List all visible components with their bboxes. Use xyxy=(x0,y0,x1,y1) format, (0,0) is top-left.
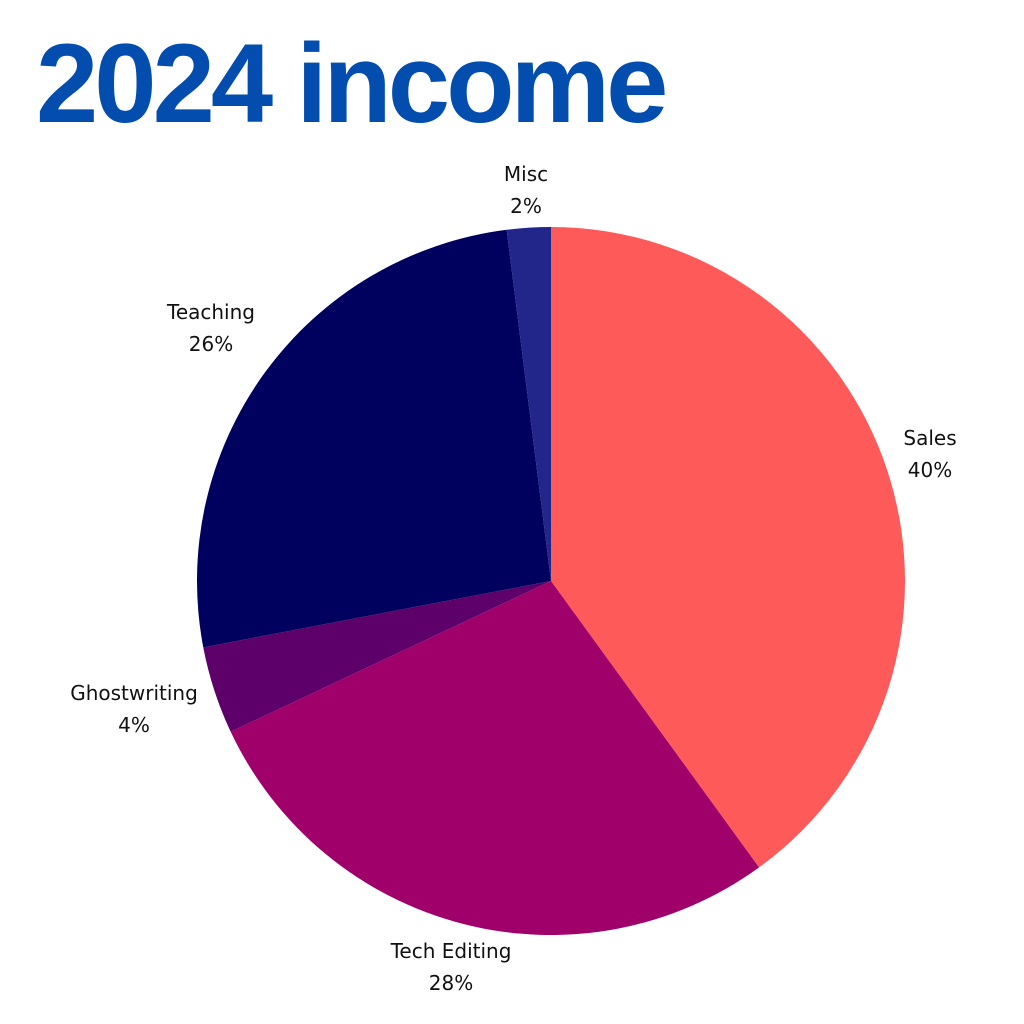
slice-label: Misc xyxy=(504,162,548,186)
slice-percent-label: 40% xyxy=(908,458,952,482)
slice-percent-label: 4% xyxy=(118,713,150,737)
pie-slice-teaching xyxy=(196,229,551,648)
chart-title: 2024 income xyxy=(36,21,668,146)
slice-percent-label: 2% xyxy=(510,194,542,218)
slice-percent-label: 28% xyxy=(429,971,473,995)
pie-slice-ghostwriting xyxy=(203,581,551,732)
slice-label: Tech Editing xyxy=(390,939,512,963)
slice-percent-label: 26% xyxy=(189,332,233,356)
pie-slice-tech-editing xyxy=(230,581,760,935)
pie-slice-misc xyxy=(506,227,551,581)
pie-slice-sales xyxy=(551,227,905,868)
slice-label: Sales xyxy=(903,426,956,450)
slice-label: Ghostwriting xyxy=(70,681,198,705)
slice-label: Teaching xyxy=(166,300,255,324)
